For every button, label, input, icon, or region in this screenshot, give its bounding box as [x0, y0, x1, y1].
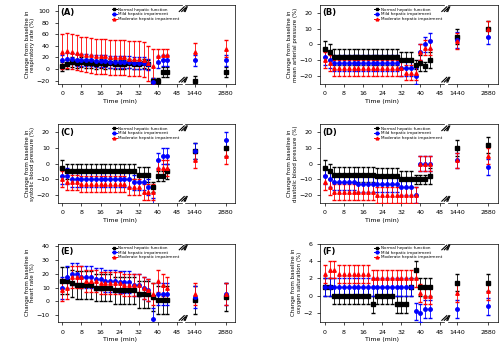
- Y-axis label: Change from baseline in
systolic blood pressure (%): Change from baseline in systolic blood p…: [24, 126, 36, 201]
- Legend: Normal hepatic function, Mild hepatic impairment, Moderate hepatic impairment: Normal hepatic function, Mild hepatic im…: [374, 246, 442, 260]
- Y-axis label: Change from baseline in
diastolic blood pressure (%): Change from baseline in diastolic blood …: [287, 125, 298, 202]
- Text: (A): (A): [60, 8, 74, 17]
- Text: (D): (D): [322, 127, 338, 136]
- X-axis label: Time (min): Time (min): [365, 218, 399, 223]
- X-axis label: Time (min): Time (min): [102, 218, 136, 223]
- Legend: Normal hepatic function, Mild hepatic impairment, Moderate hepatic impairment: Normal hepatic function, Mild hepatic im…: [374, 126, 442, 141]
- Legend: Normal hepatic function, Mild hepatic impairment, Moderate hepatic impairment: Normal hepatic function, Mild hepatic im…: [374, 7, 442, 21]
- Legend: Normal hepatic function, Mild hepatic impairment, Moderate hepatic impairment: Normal hepatic function, Mild hepatic im…: [112, 246, 180, 260]
- Text: (B): (B): [322, 8, 336, 17]
- Legend: Normal hepatic function, Mild hepatic impairment, Moderate hepatic impairment: Normal hepatic function, Mild hepatic im…: [112, 126, 180, 141]
- Y-axis label: Change from baseline in
respiratory rate (%): Change from baseline in respiratory rate…: [24, 11, 36, 78]
- Text: (E): (E): [60, 247, 74, 256]
- Legend: Normal hepatic function, Mild hepatic impairment, Moderate hepatic impairment: Normal hepatic function, Mild hepatic im…: [112, 7, 180, 21]
- X-axis label: Time (min): Time (min): [102, 99, 136, 104]
- Y-axis label: Change from baseline in
mean arterial pressure (%): Change from baseline in mean arterial pr…: [287, 7, 298, 81]
- X-axis label: Time (min): Time (min): [365, 99, 399, 104]
- Text: (C): (C): [60, 127, 74, 136]
- Y-axis label: Change from baseline in
heart rate (%): Change from baseline in heart rate (%): [24, 249, 36, 316]
- Text: (F): (F): [322, 247, 336, 256]
- X-axis label: Time (min): Time (min): [365, 337, 399, 342]
- Y-axis label: Change from baseline in
oxygen saturation (%): Change from baseline in oxygen saturatio…: [291, 249, 302, 316]
- X-axis label: Time (min): Time (min): [102, 337, 136, 342]
